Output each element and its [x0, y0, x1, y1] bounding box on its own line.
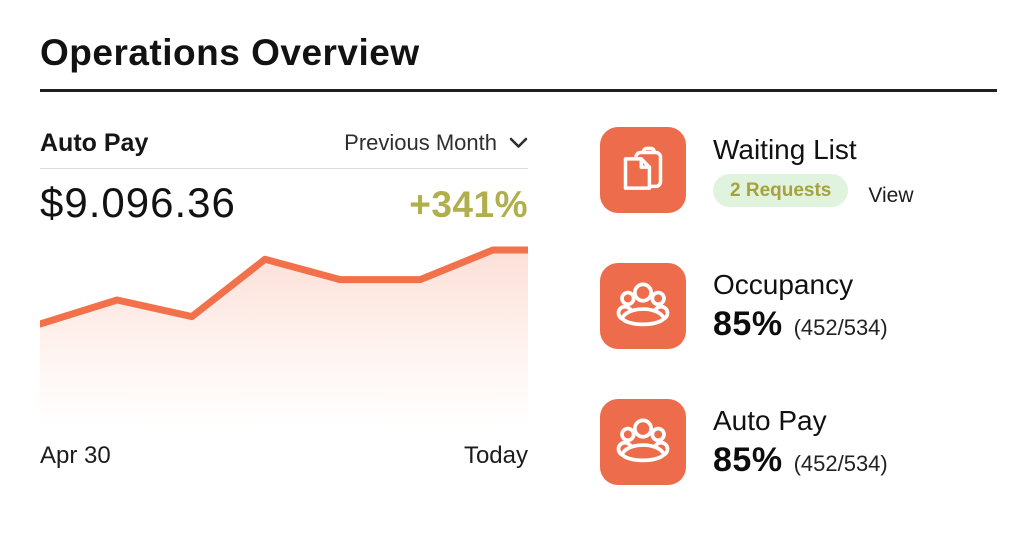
occupancy-tile	[600, 263, 686, 349]
people-icon	[616, 282, 670, 327]
card-title: Occupancy	[713, 268, 854, 300]
waiting-list-tile	[600, 127, 686, 213]
period-dropdown[interactable]: Previous Month	[344, 130, 528, 156]
documents-icon	[623, 146, 663, 190]
chart-line	[40, 246, 528, 328]
auto-pay-panel: Auto Pay Previous Month $9.096.36 +341%	[40, 124, 528, 470]
requests-badge: 2 Requests	[713, 174, 849, 208]
occupancy-card[interactable]: Occupancy 85% (452/534)	[600, 263, 1000, 349]
chart-area-fill	[40, 250, 528, 436]
auto-pay-percent: 85%	[713, 441, 783, 480]
card-title: Waiting List	[713, 133, 857, 165]
auto-pay-tile	[600, 399, 686, 485]
axis-label-start: Apr 30	[40, 442, 111, 469]
waiting-list-card[interactable]: Waiting List 2 Requests View	[600, 127, 1000, 213]
amount-row: $9.096.36 +341%	[40, 179, 528, 227]
waiting-list-text: Waiting List 2 Requests View	[713, 127, 914, 213]
value-row: 85% (452/534)	[713, 441, 888, 480]
people-icon	[616, 418, 670, 463]
auto-pay-card[interactable]: Auto Pay 85% (452/534)	[600, 399, 1000, 485]
amount-value: $9.096.36	[40, 179, 236, 226]
panel-divider	[40, 168, 528, 169]
occupancy-fraction: (452/534)	[793, 315, 888, 341]
period-dropdown-label: Previous Month	[344, 130, 497, 155]
stats-column: Waiting List 2 Requests View	[600, 127, 1000, 535]
occupancy-percent: 85%	[713, 305, 783, 344]
occupancy-text: Occupancy 85% (452/534)	[713, 263, 888, 349]
axis-label-end: Today	[463, 442, 528, 469]
chevron-down-icon	[509, 137, 528, 148]
panel-header: Auto Pay Previous Month	[40, 124, 528, 162]
auto-pay-fraction: (452/534)	[793, 451, 888, 477]
percent-change: +341%	[409, 184, 528, 225]
page-title: Operations Overview	[40, 32, 420, 73]
card-title: Auto Pay	[713, 404, 827, 436]
title-divider	[40, 89, 997, 92]
panel-title: Auto Pay	[40, 128, 149, 157]
view-link[interactable]: View	[868, 183, 914, 207]
value-row: 85% (452/534)	[713, 305, 888, 344]
chart-axis-labels: Apr 30 Today	[40, 442, 528, 470]
badge-row: 2 Requests View	[713, 174, 914, 208]
auto-pay-text: Auto Pay 85% (452/534)	[713, 399, 888, 485]
auto-pay-trend-chart	[40, 246, 528, 436]
